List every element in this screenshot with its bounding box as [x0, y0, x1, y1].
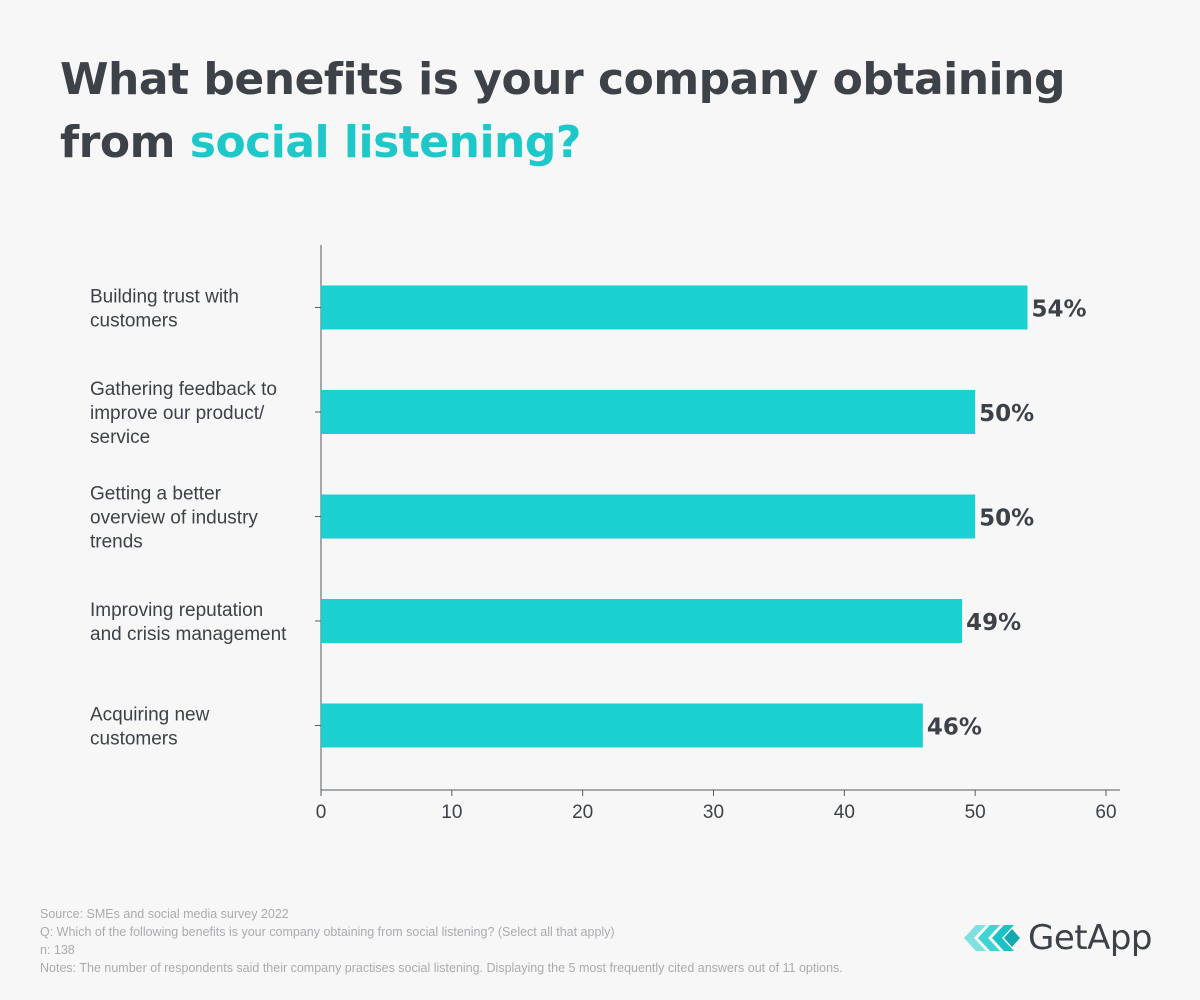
category-label-line: overview of industry — [90, 508, 258, 529]
x-tick-label: 20 — [572, 802, 593, 823]
bar-value-label: 50% — [979, 401, 1034, 427]
x-tick-label: 10 — [441, 802, 462, 823]
category-label: Improving reputation and crisis managemen… — [90, 600, 287, 645]
getapp-logo-text: GetApp — [1028, 918, 1153, 958]
category-label-line: Building trust with — [90, 287, 239, 308]
footer-source: Source: SMEs and social media survey 202… — [40, 907, 289, 921]
category-label: Building trust with customers — [90, 287, 239, 332]
category-label-line: Gathering feedback to — [90, 379, 277, 400]
bar — [321, 285, 1028, 330]
category-label: Acquiring new customers — [90, 705, 210, 750]
category-label-line: trends — [90, 532, 143, 553]
footer-notes: Notes: The number of respondents said th… — [40, 961, 843, 975]
x-tick-label: 50 — [965, 802, 986, 823]
chart-title: What benefits is your company obtaining … — [60, 48, 1140, 174]
category-label: Gathering feedback to improve our product… — [90, 379, 277, 448]
category-label: Getting a better overview of industry tren… — [90, 484, 258, 553]
x-tick-label: 40 — [834, 802, 855, 823]
category-label-line: Acquiring new — [90, 705, 210, 726]
category-label-line: customers — [90, 311, 178, 332]
getapp-logo: GetApp — [964, 918, 1153, 958]
x-tick-label: 30 — [703, 802, 724, 823]
bar-value-label: 54% — [1032, 297, 1087, 323]
chart-footer: Source: SMEs and social media survey 202… — [40, 905, 900, 977]
x-tick-label: 0 — [316, 802, 327, 823]
category-label-line: customers — [90, 729, 178, 750]
bar — [321, 390, 976, 434]
category-label-line: service — [90, 427, 150, 448]
footer-n: n: 138 — [40, 943, 75, 957]
bar-value-label: 50% — [979, 506, 1034, 532]
bar — [321, 599, 963, 643]
bar-value-label: 49% — [966, 610, 1021, 636]
bar — [321, 703, 923, 748]
footer-question: Q: Which of the following benefits is yo… — [40, 925, 615, 939]
bar — [321, 494, 976, 539]
bar-value-label: 46% — [927, 715, 982, 741]
bar-chart: 0 10 20 30 40 50 60 54% Building trust with custo… — [90, 245, 1120, 823]
x-tick-label: 60 — [1095, 802, 1116, 823]
category-label-line: and crisis management — [90, 624, 287, 645]
category-label-line: improve our product/ — [90, 403, 265, 424]
getapp-chevrons-icon — [964, 925, 1020, 951]
chart-title-main: What benefits is your company obtaining … — [60, 54, 1065, 168]
category-label-line: Getting a better — [90, 484, 222, 505]
chart-title-accent: social listening? — [189, 117, 582, 168]
category-label-line: Improving reputation — [90, 600, 263, 621]
